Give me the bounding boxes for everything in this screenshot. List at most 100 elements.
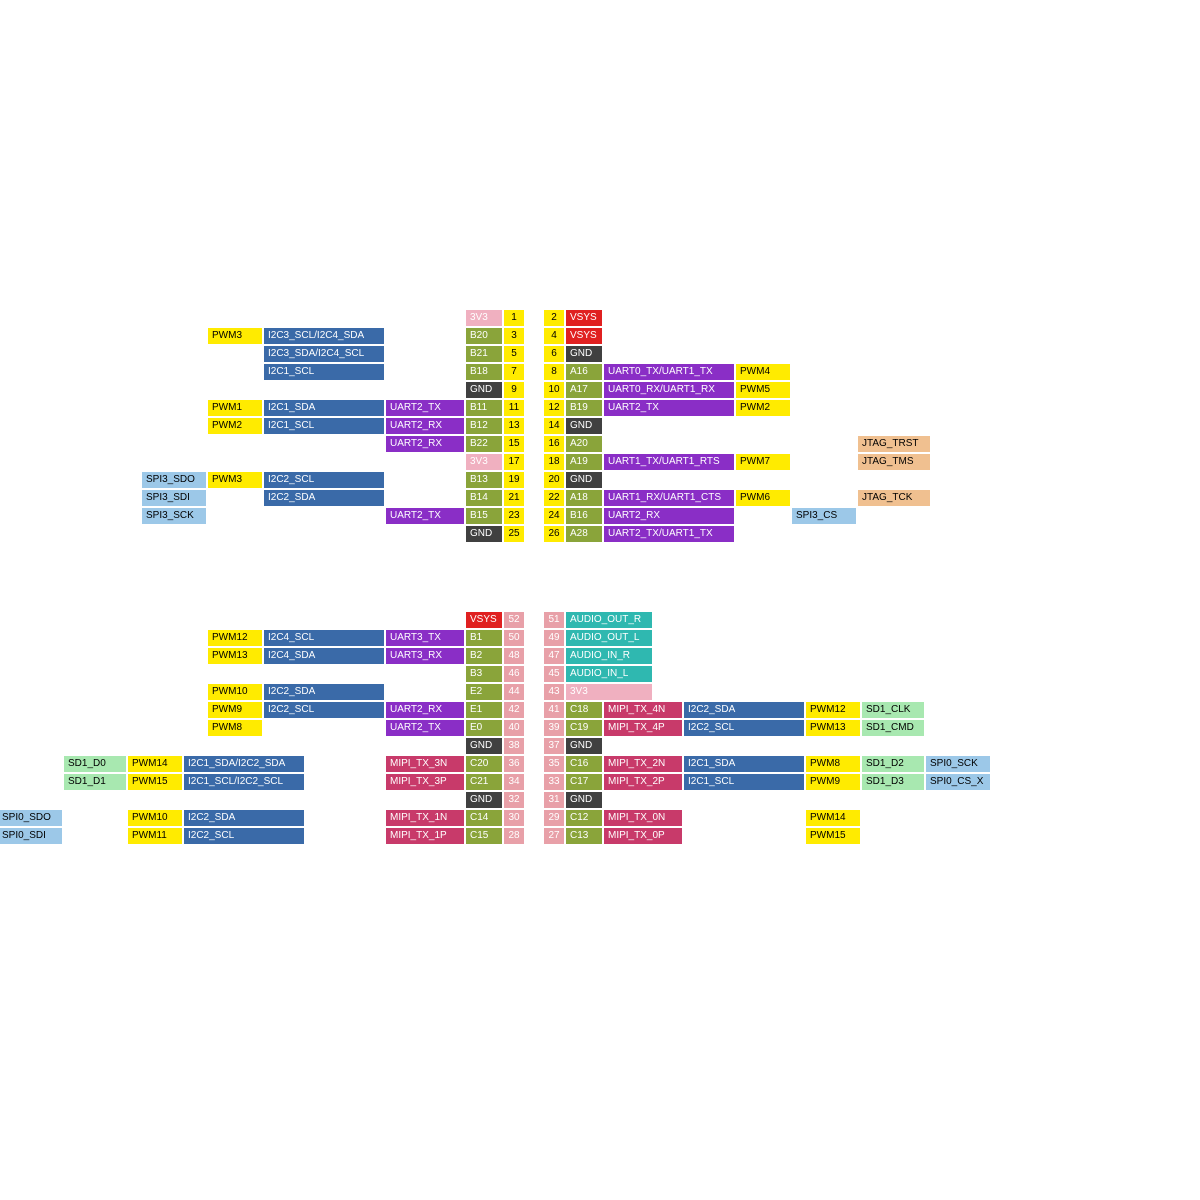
- pin-func: UART3_RX: [386, 648, 464, 664]
- pin-func: MIPI_TX_0P: [604, 828, 682, 844]
- pin-func: SD1_CLK: [862, 702, 924, 718]
- pin-func: MIPI_TX_4N: [604, 702, 682, 718]
- pin-number: 41: [544, 702, 564, 718]
- pin-number: 15: [504, 436, 524, 452]
- pin-func: PWM9: [806, 774, 860, 790]
- pin-func: I2C1_SDA: [264, 400, 384, 416]
- pin-func: PWM3: [208, 472, 262, 488]
- pin-number: 4: [544, 328, 564, 344]
- pin-number: 47: [544, 648, 564, 664]
- pin-func: MIPI_TX_1N: [386, 810, 464, 826]
- pin-number: 34: [504, 774, 524, 790]
- pin-number: 26: [544, 526, 564, 542]
- pin-func: PWM15: [128, 774, 182, 790]
- pin-number: 8: [544, 364, 564, 380]
- pin-label: GND: [566, 472, 602, 488]
- pin-number: 12: [544, 400, 564, 416]
- pin-func: MIPI_TX_2N: [604, 756, 682, 772]
- pin-number: 32: [504, 792, 524, 808]
- pin-func: SPI3_SDI: [142, 490, 206, 506]
- pin-number: 20: [544, 472, 564, 488]
- pin-label: GND: [566, 418, 602, 434]
- pin-number: 22: [544, 490, 564, 506]
- pin-func: PWM13: [208, 648, 262, 664]
- pin-number: 5: [504, 346, 524, 362]
- pin-func: UART2_RX: [386, 702, 464, 718]
- pin-func: UART1_RX/UART1_CTS: [604, 490, 734, 506]
- pin-func: UART2_TX/UART1_TX: [604, 526, 734, 542]
- pin-label: B2: [466, 648, 502, 664]
- pin-label: B12: [466, 418, 502, 434]
- pin-number: 23: [504, 508, 524, 524]
- pin-func: I2C3_SDA/I2C4_SCL: [264, 346, 384, 362]
- pin-func: SPI3_SCK: [142, 508, 206, 524]
- pin-func: I2C2_SCL: [184, 828, 304, 844]
- pin-number: 19: [504, 472, 524, 488]
- pin-number: 50: [504, 630, 524, 646]
- pin-label: C20: [466, 756, 502, 772]
- pin-number: 29: [544, 810, 564, 826]
- pin-number: 46: [504, 666, 524, 682]
- pin-func: PWM12: [208, 630, 262, 646]
- pin-label: C21: [466, 774, 502, 790]
- pin-label: B18: [466, 364, 502, 380]
- pin-func: I2C1_SCL/I2C2_SCL: [184, 774, 304, 790]
- pin-func: PWM15: [806, 828, 860, 844]
- pin-func: SD1_CMD: [862, 720, 924, 736]
- pin-label: B22: [466, 436, 502, 452]
- pin-number: 39: [544, 720, 564, 736]
- pin-func: PWM3: [208, 328, 262, 344]
- pin-number: 6: [544, 346, 564, 362]
- pin-func: PWM2: [208, 418, 262, 434]
- pin-func: UART2_TX: [386, 400, 464, 416]
- pin-func: JTAG_TCK: [858, 490, 930, 506]
- pin-func: I2C2_SCL: [264, 702, 384, 718]
- pin-label: C12: [566, 810, 602, 826]
- pin-number: 24: [544, 508, 564, 524]
- pin-label: C17: [566, 774, 602, 790]
- pin-number: 30: [504, 810, 524, 826]
- pin-label: C18: [566, 702, 602, 718]
- pin-label: C14: [466, 810, 502, 826]
- pin-func: I2C2_SDA: [684, 702, 804, 718]
- pin-label: GND: [466, 382, 502, 398]
- pin-label: VSYS: [466, 612, 502, 628]
- pin-number: 35: [544, 756, 564, 772]
- pin-label: GND: [566, 346, 602, 362]
- pin-func: I2C4_SDA: [264, 648, 384, 664]
- pin-label: A28: [566, 526, 602, 542]
- pin-func: I2C1_SCL: [684, 774, 804, 790]
- pin-func: UART2_TX: [386, 720, 464, 736]
- pin-func: PWM5: [736, 382, 790, 398]
- pin-func: UART2_RX: [604, 508, 734, 524]
- pin-number: 10: [544, 382, 564, 398]
- pin-number: 43: [544, 684, 564, 700]
- pin-label: GND: [566, 792, 602, 808]
- pin-func: PWM8: [806, 756, 860, 772]
- pin-number: 1: [504, 310, 524, 326]
- pin-func: PWM7: [736, 454, 790, 470]
- pin-number: 37: [544, 738, 564, 754]
- pin-label: B1: [466, 630, 502, 646]
- pin-number: 49: [544, 630, 564, 646]
- pin-label: 3V3: [566, 684, 652, 700]
- pin-func: PWM14: [806, 810, 860, 826]
- pin-label: AUDIO_OUT_L: [566, 630, 652, 646]
- pin-func: PWM13: [806, 720, 860, 736]
- pin-func: UART3_TX: [386, 630, 464, 646]
- pin-func: PWM9: [208, 702, 262, 718]
- pin-label: C15: [466, 828, 502, 844]
- pin-label: A16: [566, 364, 602, 380]
- pin-func: I2C2_SCL: [684, 720, 804, 736]
- pin-number: 38: [504, 738, 524, 754]
- pin-label: A20: [566, 436, 602, 452]
- pin-func: PWM6: [736, 490, 790, 506]
- pin-number: 48: [504, 648, 524, 664]
- pin-func: SD1_D0: [64, 756, 126, 772]
- pin-label: 3V3: [466, 454, 502, 470]
- pin-func: PWM8: [208, 720, 262, 736]
- pin-number: 21: [504, 490, 524, 506]
- pin-label: VSYS: [566, 310, 602, 326]
- pin-number: 27: [544, 828, 564, 844]
- pin-number: 11: [504, 400, 524, 416]
